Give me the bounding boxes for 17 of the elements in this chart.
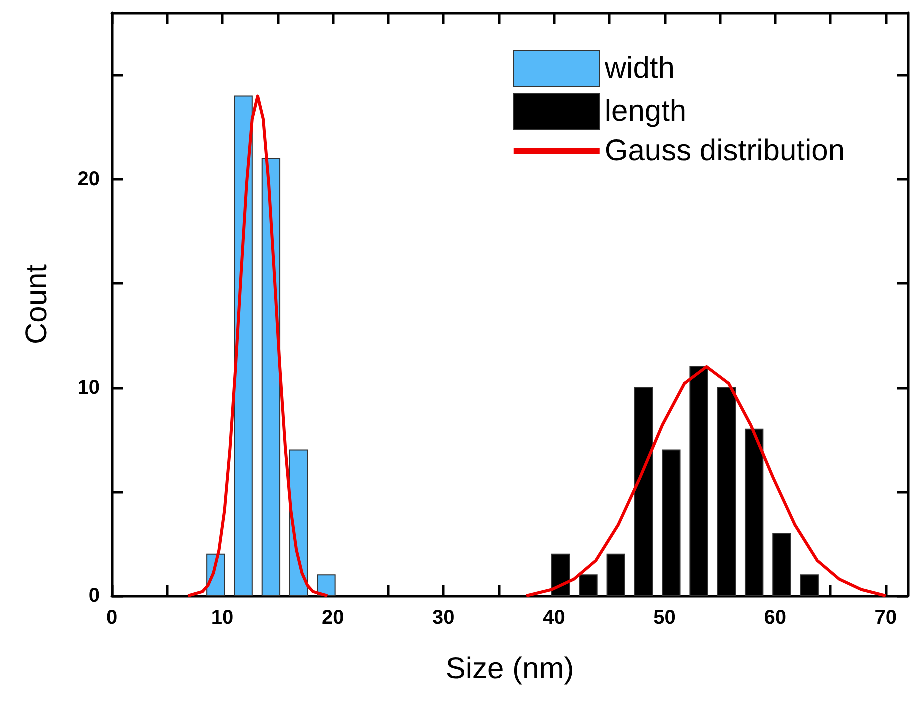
y-tick-label: 10 — [78, 376, 100, 399]
y-axis-title: Count — [20, 264, 54, 345]
x-tick-label: 10 — [211, 607, 234, 629]
x-tick-label: 40 — [543, 607, 566, 629]
y-tick-label: 0 — [88, 585, 100, 607]
legend-label: length — [604, 95, 687, 128]
x-tick-label: 70 — [874, 607, 898, 629]
x-tick-label: 50 — [654, 607, 676, 629]
x-tick-label: 60 — [764, 607, 786, 629]
y-tick-label: 20 — [78, 168, 100, 191]
legend-label: width — [604, 52, 675, 85]
x-tick-label: 20 — [322, 607, 344, 629]
x-tick-label: 30 — [432, 607, 455, 629]
line-series — [525, 365, 888, 598]
x-tick-label: 0 — [106, 607, 118, 629]
x-axis-title: Size (nm) — [446, 652, 574, 686]
legend-label: Gauss distribution — [604, 134, 846, 168]
